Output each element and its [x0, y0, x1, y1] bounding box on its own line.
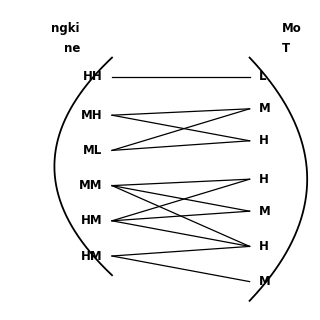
Text: H: H — [259, 240, 269, 253]
Text: MH: MH — [81, 109, 102, 122]
Text: H: H — [259, 134, 269, 147]
Text: MM: MM — [79, 179, 102, 192]
Text: HH: HH — [83, 70, 102, 83]
Text: M: M — [259, 102, 271, 115]
Text: HM: HM — [81, 250, 102, 262]
Text: Mo: Mo — [282, 22, 301, 35]
Text: ML: ML — [83, 144, 102, 157]
Text: T: T — [282, 42, 290, 54]
Text: M: M — [259, 205, 271, 218]
Text: ngki: ngki — [52, 22, 80, 35]
Text: M: M — [259, 275, 271, 288]
Text: HM: HM — [81, 214, 102, 227]
Text: ne: ne — [64, 42, 80, 54]
Text: H: H — [259, 173, 269, 186]
Text: L: L — [259, 70, 267, 83]
